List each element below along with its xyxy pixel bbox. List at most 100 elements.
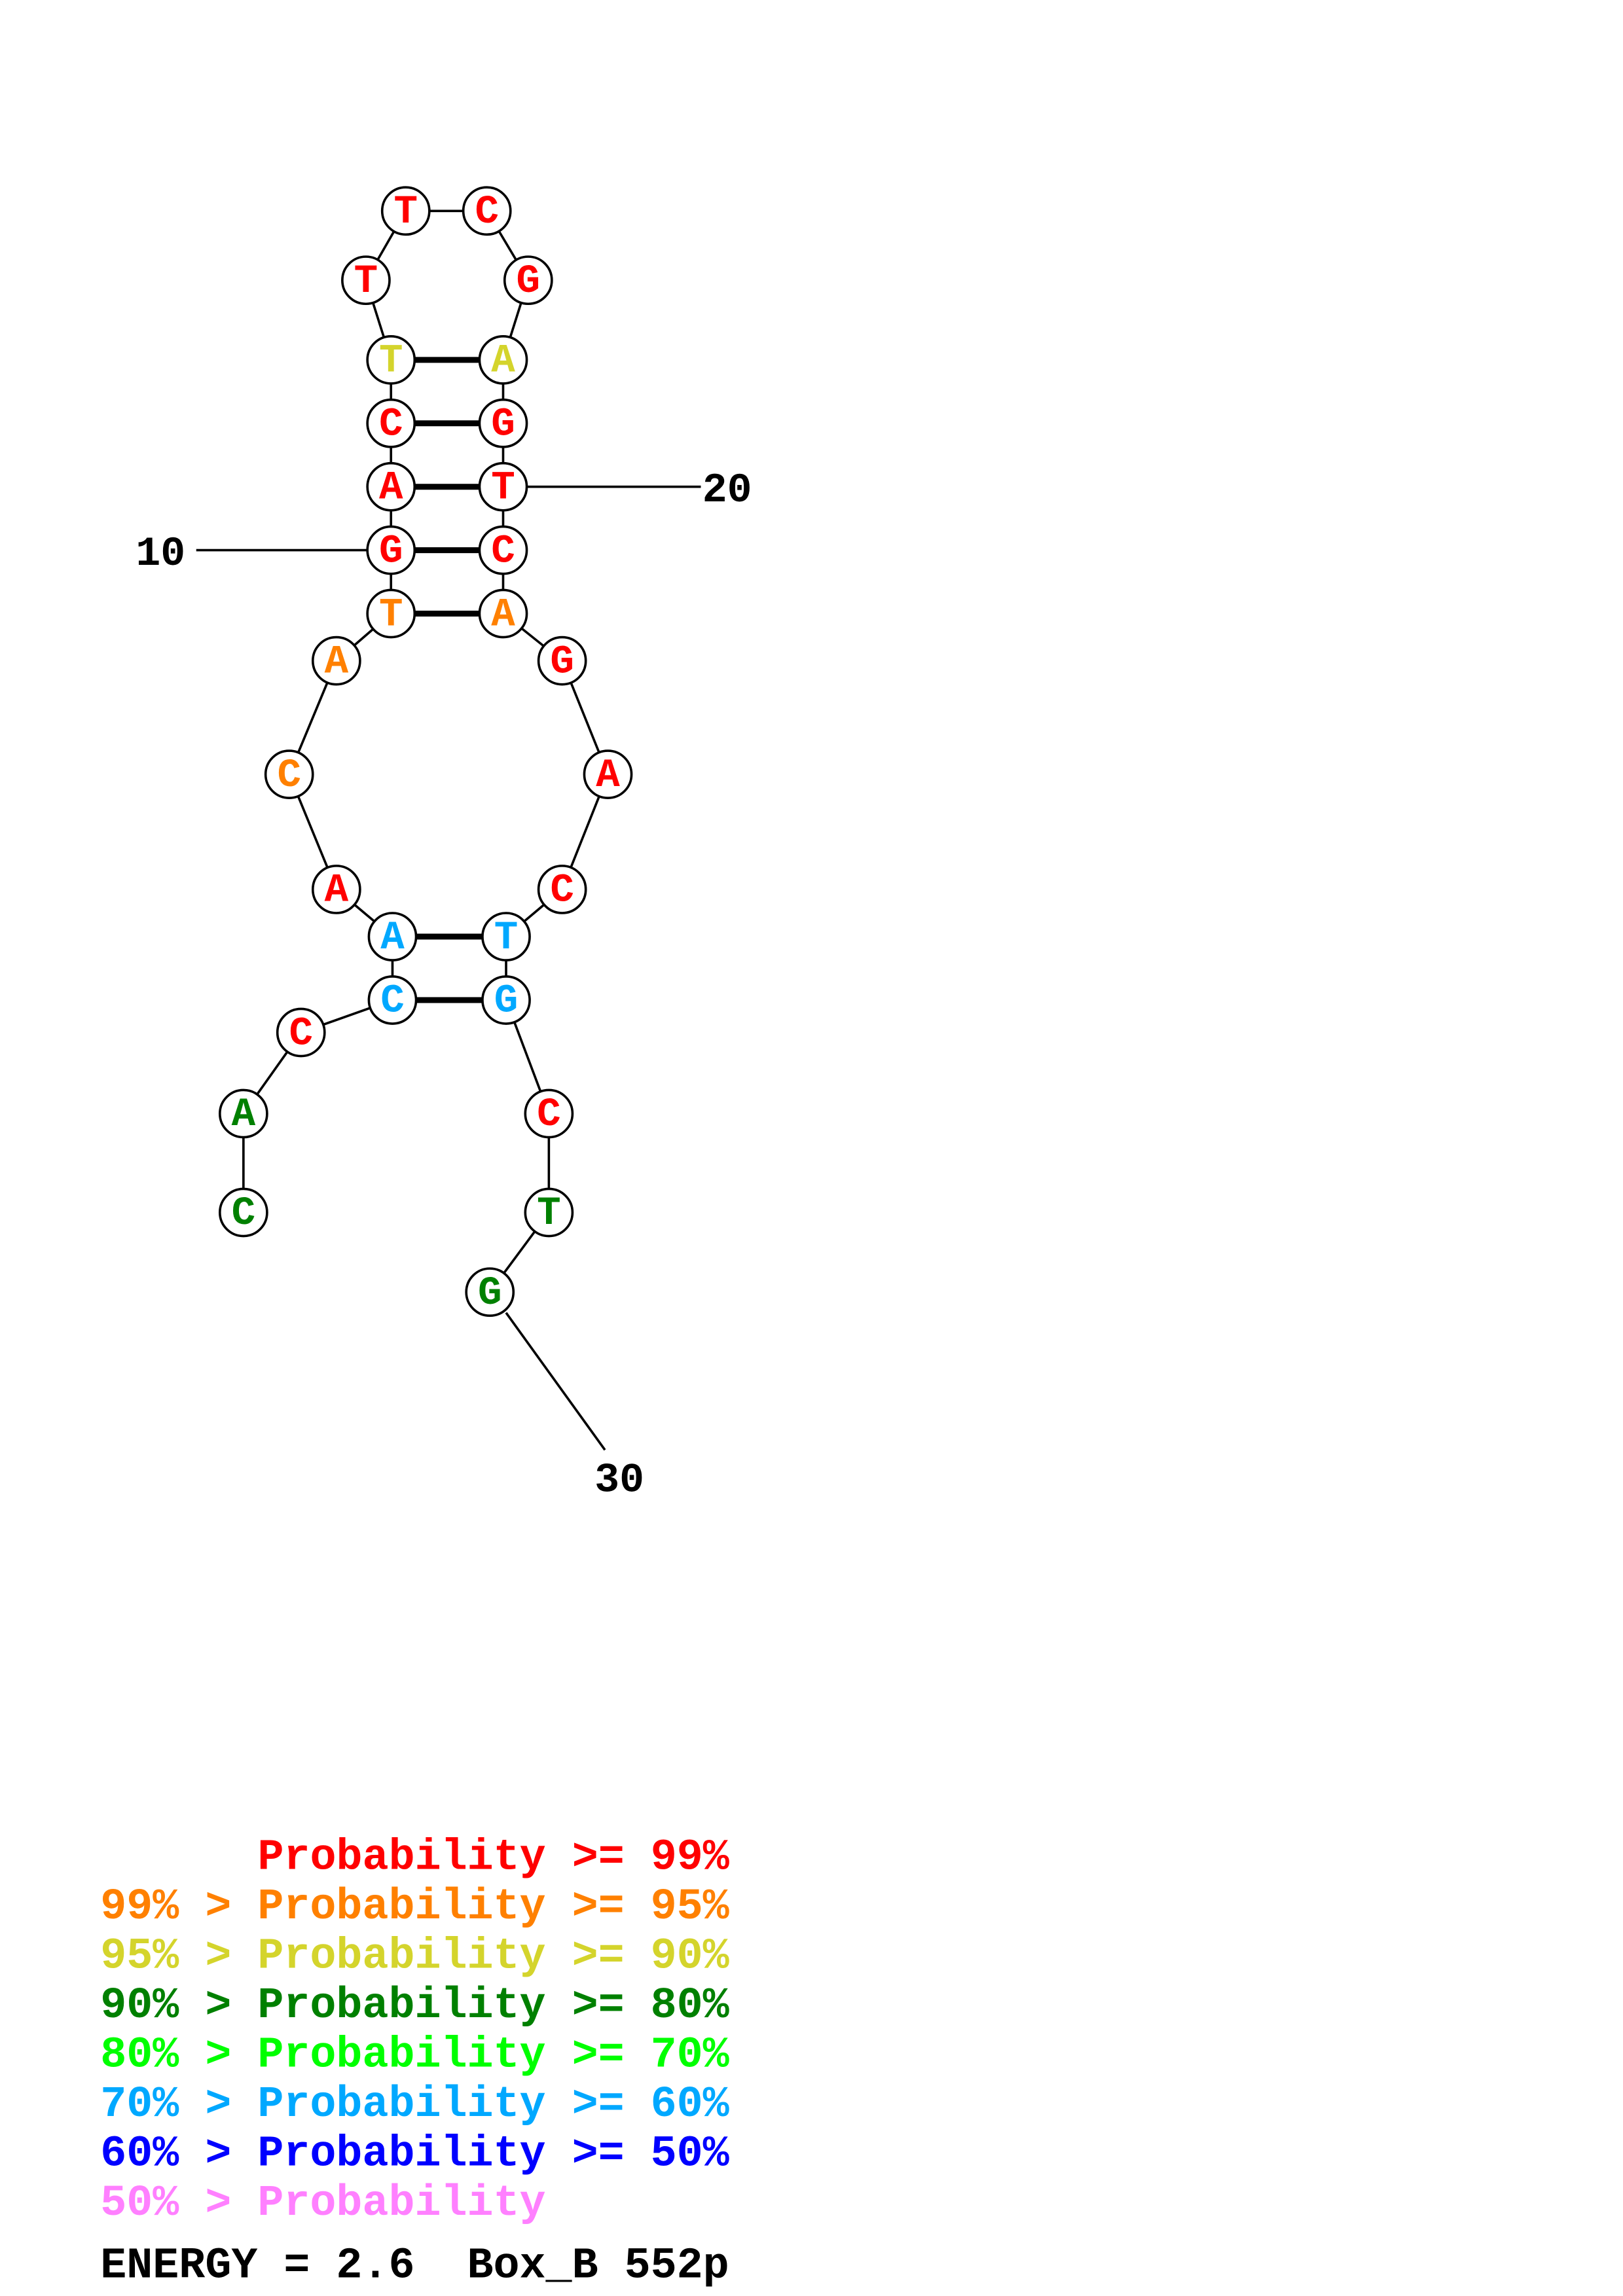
nucleotide-circle [218,1187,268,1238]
nucleotide-circle [366,588,416,639]
legend-entry-p50: 60% > Probability >= 50% [100,2129,729,2179]
legend-entry-p95: 99% > Probability >= 95% [100,1882,729,1932]
nucleotide-4: C [367,975,418,1025]
nucleotide-15: T [380,186,431,236]
nucleotide-circle [481,912,531,961]
nucleotide-25: C [537,865,587,914]
nucleotide-circle [465,1267,515,1318]
nucleotide-27: G [481,975,531,1025]
nucleotide-letter: C [475,190,499,235]
nucleotide-26: T [481,912,531,961]
nucleotide-16: C [462,186,512,236]
nucleotide-6: A [311,865,361,914]
legend-entry-p80: 90% > Probability >= 80% [100,1981,729,2031]
nucleotide-letter: C [537,1092,561,1138]
nucleotide-10: G [366,525,416,575]
nucleotide-11: A [366,461,416,512]
nucleotide-circle [524,1088,574,1139]
nucleotide-circle [367,912,418,961]
nucleotide-circle [462,186,512,236]
nucleotide-letter: C [379,403,403,448]
nucleotide-circle [478,525,528,575]
nucleotide-14: T [341,255,391,306]
nucleotide-letter: A [325,639,349,685]
nucleotide-letter: T [537,1191,561,1236]
probability-legend: Probability >= 99%99% > Probability >= 9… [100,1833,730,2228]
nucleotide-circle [341,255,391,306]
nucleotide-letter: G [379,529,403,574]
nucleotide-letter: A [379,465,403,511]
nucleotide-9: T [366,588,416,639]
nucleotide-circle [366,525,416,575]
nucleotide-2: A [218,1088,268,1139]
nucleotide-letter: C [550,869,574,914]
nucleotide-24: A [583,749,633,800]
nucleotide-circle [537,865,587,914]
nucleotide-letter: A [232,1092,256,1138]
nucleotide-3: C [276,1007,326,1058]
nucleotide-letter: G [478,1271,502,1316]
nucleotide-letter: T [393,190,418,235]
nucleotide-22: A [478,588,528,639]
nucleotide-1: C [218,1187,268,1238]
nucleotide-letter: C [491,529,515,574]
nucleotide-circle [478,588,528,639]
position-label-30: 30 [594,1456,644,1503]
nucleotide-circle [311,865,361,914]
nucleotide-letter: G [491,403,515,448]
nucleotide-letter: G [550,639,574,685]
legend-entry-p90: 95% > Probability >= 90% [100,1931,729,1981]
nucleotide-letter: C [289,1011,313,1056]
nucleotide-29: T [524,1187,574,1238]
position-label-20: 20 [702,467,752,514]
nucleotide-circle [276,1007,326,1058]
nucleotide-circle [366,461,416,512]
nucleotide-circle [503,255,553,306]
nucleotide-5: A [367,912,418,961]
nucleotide-letter: C [232,1191,256,1236]
nucleotide-23: G [537,636,587,686]
nucleotide-28: C [524,1088,574,1139]
nucleotide-30: G [465,1267,515,1318]
nucleotide-letter: A [596,753,620,798]
nucleotide-circle [478,461,528,512]
nucleotide-letter: T [379,339,403,384]
position-label-leader [505,1312,606,1451]
nucleotide-circle [218,1088,268,1139]
position-labels: 10 20 30 [136,467,752,1503]
nucleotide-letter: C [380,979,405,1024]
nucleotide-circle [367,975,418,1025]
position-label-10: 10 [136,530,185,577]
nucleotide-19: G [478,398,528,448]
nucleotide-circle [524,1187,574,1238]
nucleotide-circle [366,398,416,448]
nucleotide-circle [366,335,416,385]
nucleotide-13: T [366,335,416,385]
nucleotide-circle [478,398,528,448]
energy-label: ENERGY = 2.6 Box_B 552p [100,2242,729,2291]
nucleotide-letter: T [494,916,519,961]
nucleotide-letter: T [491,465,515,511]
legend-entry-p60: 70% > Probability >= 60% [100,2080,729,2130]
nucleotide-letter: A [491,592,515,637]
nucleotide-17: G [503,255,553,306]
nucleotide-letter: T [379,592,403,637]
nucleotide-circle [264,749,314,800]
nucleotide-circle [583,749,633,800]
legend-entry-p99: Probability >= 99% [257,1833,729,1882]
nucleotide-18: A [478,335,528,385]
nucleotide-letter: G [494,979,519,1024]
nucleotide-7: C [264,749,314,800]
base-pair-bonds [414,357,483,1003]
nucleotide-letter: A [325,869,349,914]
nucleotide-letter: C [277,753,301,798]
nucleotide-12: C [366,398,416,448]
nucleotide-circle [380,186,431,236]
nucleotide-circle [537,636,587,686]
nucleotide-letter: G [517,259,541,304]
legend-entry-plow: 50% > Probability [100,2179,545,2229]
nucleotide-letter: A [380,916,405,961]
nucleotide-letter: T [354,259,378,304]
